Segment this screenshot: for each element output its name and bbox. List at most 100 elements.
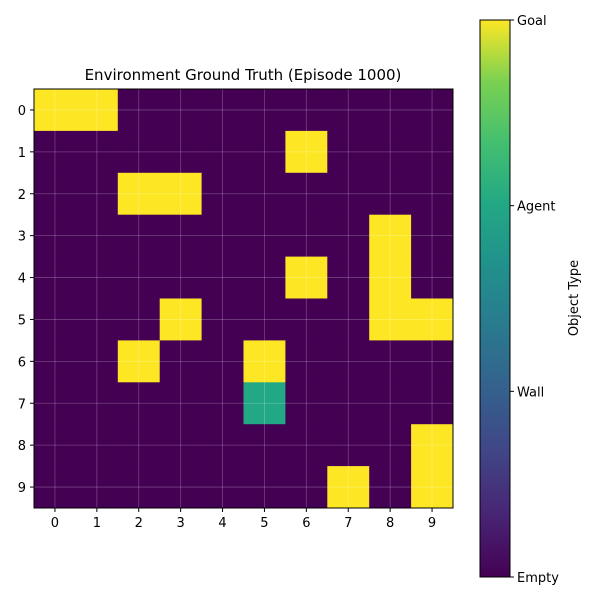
heatmap-cell-empty bbox=[369, 424, 412, 467]
heatmap-cell-empty bbox=[75, 424, 119, 467]
heatmap-cell-empty bbox=[285, 214, 328, 257]
heatmap-cell-empty bbox=[243, 256, 286, 299]
heatmap-cell-empty bbox=[159, 340, 202, 383]
heatmap-cell-empty bbox=[201, 172, 244, 216]
heatmap-cell-empty bbox=[285, 298, 328, 341]
colorbar-tick-label: Agent bbox=[517, 200, 555, 215]
heatmap-cell-empty bbox=[117, 298, 161, 341]
heatmap-cell-goal bbox=[369, 214, 412, 257]
heatmap-cell-empty bbox=[285, 424, 328, 467]
heatmap-cell-empty bbox=[327, 172, 370, 216]
heatmap-cell-empty bbox=[285, 382, 328, 425]
heatmap-cell-empty bbox=[243, 130, 286, 174]
heatmap-cell-empty bbox=[34, 172, 77, 216]
colorbar-tick-label: Wall bbox=[517, 385, 544, 400]
heatmap-cell-goal bbox=[369, 298, 412, 341]
heatmap-cell-goal bbox=[117, 172, 161, 216]
heatmap-cell-empty bbox=[75, 172, 119, 216]
heatmap-cell-empty bbox=[201, 214, 244, 257]
heatmap-cell-empty bbox=[327, 382, 370, 425]
heatmap-cell-empty bbox=[75, 466, 119, 509]
heatmap-cell-empty bbox=[327, 214, 370, 257]
heatmap-cell-empty bbox=[327, 340, 370, 383]
heatmap-cell-empty bbox=[159, 214, 202, 257]
x-tick-label: 2 bbox=[135, 516, 143, 531]
heatmap-cell-empty bbox=[117, 214, 161, 257]
y-tick-label: 0 bbox=[18, 104, 26, 119]
x-tick-label: 6 bbox=[302, 516, 310, 531]
heatmap-cell-agent bbox=[243, 382, 286, 425]
heatmap-cell-goal bbox=[411, 424, 454, 467]
heatmap-cell-empty bbox=[369, 340, 412, 383]
heatmap-cell-empty bbox=[243, 89, 286, 132]
heatmap-cell-goal bbox=[327, 466, 370, 509]
heatmap-cell-empty bbox=[285, 172, 328, 216]
heatmap-cell-empty bbox=[159, 89, 202, 132]
heatmap-cell-empty bbox=[34, 340, 77, 383]
heatmap-cell-goal bbox=[243, 340, 286, 383]
y-tick-label: 7 bbox=[18, 397, 26, 412]
heatmap-cell-empty bbox=[34, 256, 77, 299]
heatmap-cell-empty bbox=[201, 424, 244, 467]
y-tick-label: 2 bbox=[18, 188, 26, 203]
x-tick-label: 5 bbox=[260, 516, 268, 531]
heatmap-cell-goal bbox=[34, 89, 77, 132]
y-tick-label: 3 bbox=[18, 230, 26, 245]
heatmap-cell-goal bbox=[159, 298, 202, 341]
y-tick-label: 9 bbox=[18, 481, 26, 496]
heatmap-cells bbox=[34, 89, 454, 509]
heatmap-cell-empty bbox=[285, 466, 328, 509]
heatmap-cell-empty bbox=[411, 382, 454, 425]
colorbar-gradient bbox=[479, 19, 511, 578]
heatmap-cell-empty bbox=[243, 172, 286, 216]
heatmap-cell-empty bbox=[327, 89, 370, 132]
heatmap-cell-empty bbox=[117, 256, 161, 299]
heatmap-cell-goal bbox=[117, 340, 161, 383]
heatmap-cell-empty bbox=[327, 130, 370, 174]
heatmap-cell-empty bbox=[411, 340, 454, 383]
heatmap-cell-goal bbox=[411, 466, 454, 509]
heatmap-cell-goal bbox=[75, 89, 119, 132]
heatmap-cell-empty bbox=[159, 382, 202, 425]
colorbar-label: Object Type bbox=[567, 260, 582, 336]
x-tick-label: 0 bbox=[51, 516, 59, 531]
colorbar-tick-label: Empty bbox=[517, 571, 559, 586]
heatmap-cell-empty bbox=[159, 466, 202, 509]
heatmap-cell-empty bbox=[117, 89, 161, 132]
heatmap-cell-empty bbox=[201, 340, 244, 383]
heatmap-cell-empty bbox=[159, 130, 202, 174]
heatmap-cell-empty bbox=[34, 466, 77, 509]
heatmap-cell-empty bbox=[201, 382, 244, 425]
chart-title: Environment Ground Truth (Episode 1000) bbox=[85, 66, 402, 84]
heatmap-cell-empty bbox=[243, 466, 286, 509]
heatmap-cell-empty bbox=[117, 424, 161, 467]
x-tick-label: 3 bbox=[177, 516, 185, 531]
heatmap-cell-empty bbox=[411, 214, 454, 257]
heatmap-cell-empty bbox=[34, 424, 77, 467]
heatmap-cell-empty bbox=[201, 298, 244, 341]
colorbar-ticks: Empty Wall Agent Goal bbox=[510, 14, 559, 586]
heatmap-cell-goal bbox=[285, 130, 328, 174]
heatmap-cell-empty bbox=[75, 298, 119, 341]
heatmap-cell-goal bbox=[159, 172, 202, 216]
heatmap-cell-empty bbox=[411, 89, 454, 132]
heatmap-cell-empty bbox=[201, 130, 244, 174]
y-tick-label: 1 bbox=[18, 146, 26, 161]
heatmap-cell-empty bbox=[159, 424, 202, 467]
heatmap-cell-empty bbox=[285, 340, 328, 383]
heatmap-cell-empty bbox=[201, 256, 244, 299]
heatmap-cell-empty bbox=[369, 466, 412, 509]
colorbar: Empty Wall Agent Goal Object Type bbox=[479, 14, 582, 586]
heatmap-cell-empty bbox=[117, 130, 161, 174]
heatmap-cell-empty bbox=[117, 382, 161, 425]
y-tick-label: 5 bbox=[18, 313, 26, 328]
y-tick-label: 8 bbox=[18, 439, 26, 454]
heatmap-cell-empty bbox=[75, 214, 119, 257]
heatmap-cell-empty bbox=[411, 172, 454, 216]
heatmap-cell-empty bbox=[75, 382, 119, 425]
heatmap-cell-empty bbox=[327, 424, 370, 467]
heatmap-cell-empty bbox=[369, 172, 412, 216]
x-tick-label: 1 bbox=[93, 516, 101, 531]
y-tick-label: 4 bbox=[18, 272, 26, 287]
heatmap-cell-empty bbox=[201, 466, 244, 509]
